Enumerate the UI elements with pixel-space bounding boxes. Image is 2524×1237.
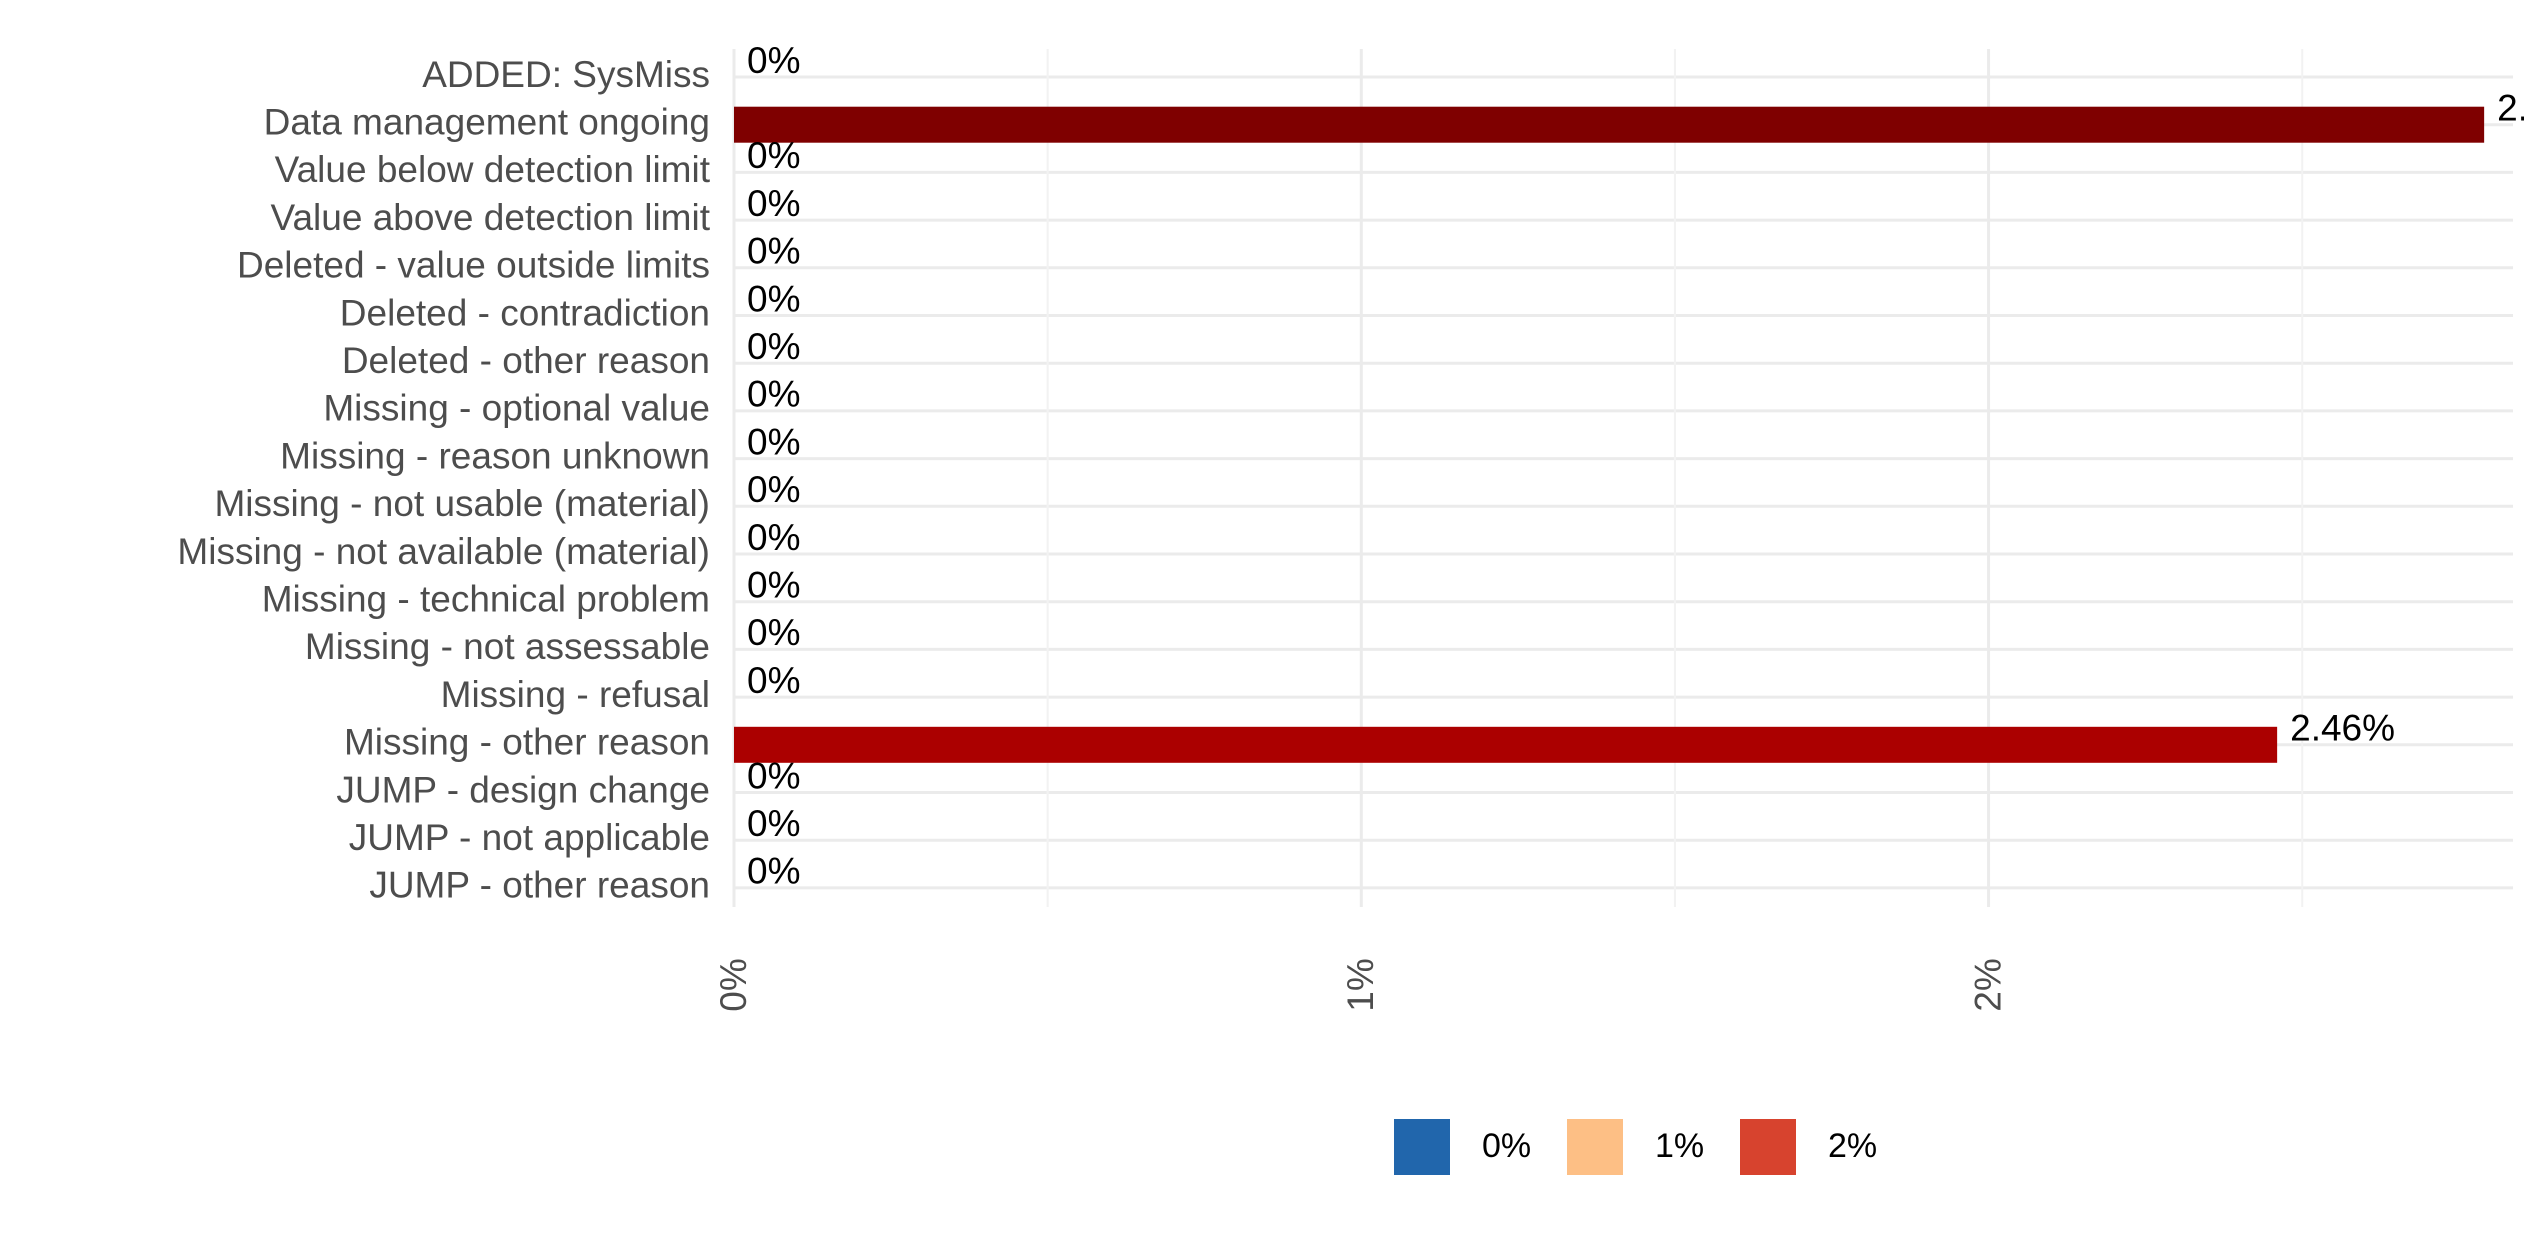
value-label: 0%: [747, 135, 800, 176]
y-tick-label: Missing - not usable (material): [214, 483, 710, 524]
value-label: 0%: [747, 612, 800, 653]
value-label: 0%: [747, 231, 800, 272]
value-label: 0%: [747, 517, 800, 558]
y-tick-label: Deleted - value outside limits: [237, 245, 710, 286]
x-tick-label: 1%: [1340, 958, 1381, 1011]
y-tick-label: Value above detection limit: [271, 197, 711, 238]
y-tick-label: Data management ongoing: [264, 101, 710, 142]
y-tick-label: Value below detection limit: [275, 149, 711, 190]
bar: [734, 106, 2485, 143]
legend-swatch: [1567, 1119, 1623, 1175]
y-tick-label: Missing - not assessable: [305, 626, 710, 667]
legend-label: 2%: [1828, 1127, 1877, 1165]
y-tick-label: Missing - refusal: [441, 674, 710, 715]
value-label: 0%: [747, 755, 800, 796]
value-label: 0%: [747, 278, 800, 319]
bar: [734, 726, 2278, 763]
value-label: 0%: [747, 851, 800, 892]
x-tick-label: 2%: [1967, 958, 2008, 1011]
y-tick-label: Missing - other reason: [344, 722, 710, 763]
value-label: 2.46%: [2290, 708, 2395, 749]
y-tick-label: Missing - not available (material): [177, 531, 710, 572]
value-label: 0%: [747, 183, 800, 224]
y-tick-label: Deleted - other reason: [342, 340, 710, 381]
value-label: 0%: [747, 564, 800, 605]
y-tick-label: Missing - technical problem: [262, 578, 710, 619]
legend-label: 1%: [1655, 1127, 1704, 1165]
value-label: 0%: [747, 660, 800, 701]
y-tick-label: JUMP - other reason: [369, 865, 710, 906]
y-tick-label: JUMP - design change: [336, 769, 710, 810]
legend-label: 0%: [1482, 1127, 1531, 1165]
value-label: 0%: [747, 374, 800, 415]
y-tick-label: Missing - reason unknown: [280, 435, 710, 476]
y-tick-label: ADDED: SysMiss: [422, 54, 710, 95]
value-label: 0%: [747, 40, 800, 81]
legend-swatch: [1394, 1119, 1450, 1175]
y-tick-label: JUMP - not applicable: [349, 817, 710, 858]
value-label: 0%: [747, 469, 800, 510]
x-tick-label: 0%: [713, 958, 754, 1011]
legend-swatch: [1740, 1119, 1796, 1175]
value-label: 2.79%: [2497, 87, 2524, 128]
y-tick-label: Missing - optional value: [323, 388, 710, 429]
value-label: 0%: [747, 326, 800, 367]
y-tick-label: Deleted - contradiction: [340, 292, 710, 333]
value-label: 0%: [747, 803, 800, 844]
value-label: 0%: [747, 421, 800, 462]
